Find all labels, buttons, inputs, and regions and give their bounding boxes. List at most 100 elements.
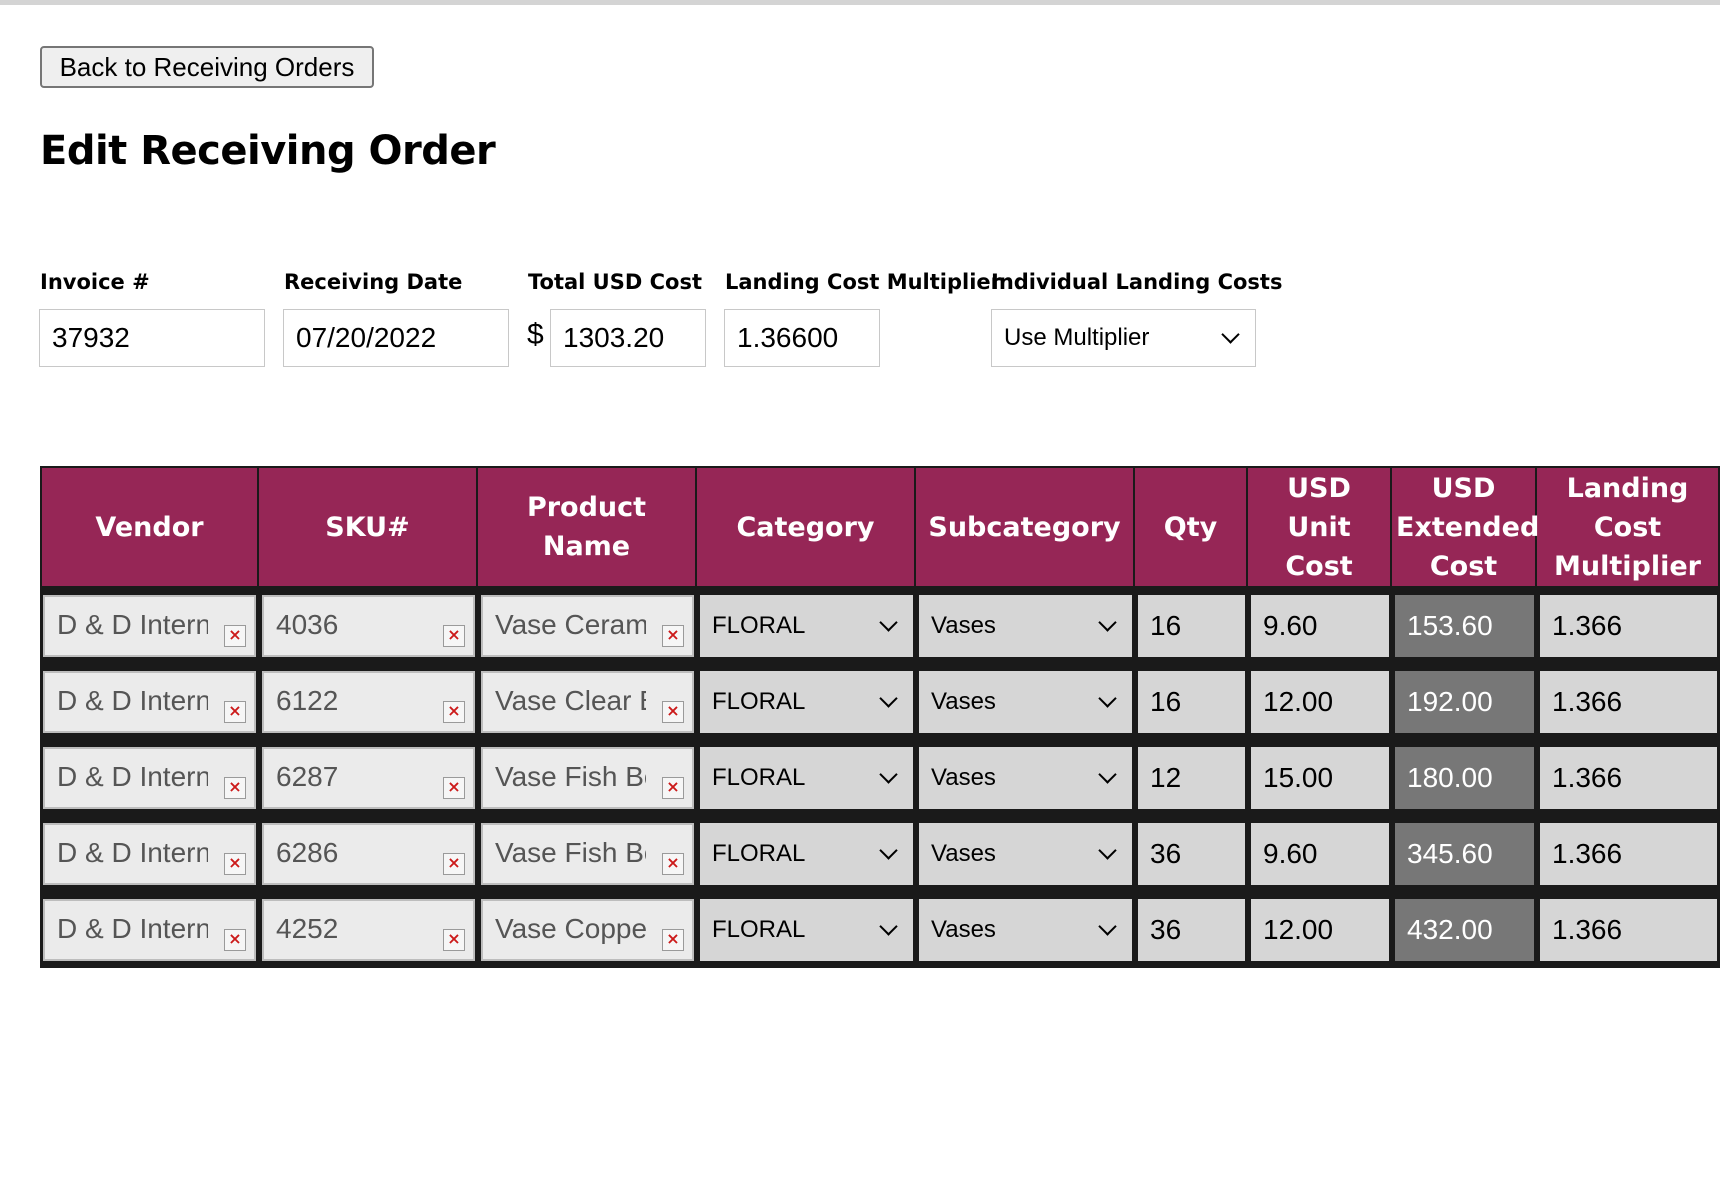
clear-icon[interactable]: × (443, 853, 465, 875)
product-value: Vase Clear Bowl (495, 685, 646, 716)
unit-cost-input[interactable]: 15.00 (1251, 747, 1389, 809)
multiplier-input[interactable]: 1.366 (1540, 671, 1717, 733)
individual-landing-costs-select[interactable]: Use Multiplier (991, 309, 1256, 367)
chevron-down-icon (879, 688, 898, 708)
extended-cost-value: 180.00 (1395, 747, 1534, 809)
column-header-usd-extended-cost: USD Extended Cost (1392, 466, 1539, 588)
qty-input[interactable]: 36 (1138, 899, 1245, 961)
subcategory-select[interactable]: Vases (919, 595, 1132, 657)
column-header-sku: SKU# (259, 466, 478, 588)
total-usd-cost-label: Total USD Cost (528, 270, 702, 294)
product-cell: Vase Copper × (478, 892, 697, 968)
sku-value: 6287 (276, 761, 339, 792)
total-usd-cost-input[interactable] (550, 309, 706, 367)
unit-cost-cell: 12.00 (1248, 892, 1392, 968)
product-name-combobox[interactable]: Vase Copper × (481, 899, 694, 961)
category-value: FLORAL (712, 916, 806, 943)
top-divider (0, 0, 1720, 5)
clear-icon[interactable]: × (443, 929, 465, 951)
subcategory-select[interactable]: Vases (919, 671, 1132, 733)
individual-landing-costs-label: Individual Landing Costs (991, 270, 1283, 294)
clear-icon[interactable]: × (662, 701, 684, 723)
chevron-down-icon (1098, 840, 1117, 860)
clear-icon[interactable]: × (662, 853, 684, 875)
category-select[interactable]: FLORAL (700, 747, 913, 809)
vendor-combobox[interactable]: D & D International × (43, 671, 256, 733)
sku-value: 4036 (276, 609, 339, 640)
unit-cost-input[interactable]: 12.00 (1251, 899, 1389, 961)
unit-cost-cell: 9.60 (1248, 588, 1392, 664)
unit-cost-input[interactable]: 12.00 (1251, 671, 1389, 733)
chevron-down-icon (1221, 324, 1240, 344)
product-name-combobox[interactable]: Vase Fish Bowl × (481, 823, 694, 885)
chevron-down-icon (1098, 612, 1117, 632)
sku-combobox[interactable]: 4252 × (262, 899, 475, 961)
product-value: Vase Copper (495, 913, 646, 944)
clear-icon[interactable]: × (224, 701, 246, 723)
chevron-down-icon (1098, 764, 1117, 784)
unit-cost-input[interactable]: 9.60 (1251, 595, 1389, 657)
unit-cost-input[interactable]: 9.60 (1251, 823, 1389, 885)
clear-icon[interactable]: × (662, 929, 684, 951)
clear-icon[interactable]: × (443, 777, 465, 799)
product-name-combobox[interactable]: Vase Clear Bowl × (481, 671, 694, 733)
column-header-subcategory: Subcategory (916, 466, 1135, 588)
subcategory-cell: Vases (916, 816, 1135, 892)
clear-icon[interactable]: × (662, 625, 684, 647)
qty-input[interactable]: 36 (1138, 823, 1245, 885)
multiplier-input[interactable]: 1.366 (1540, 899, 1717, 961)
invoice-input[interactable] (39, 309, 265, 367)
qty-input[interactable]: 16 (1138, 595, 1245, 657)
category-select[interactable]: FLORAL (700, 671, 913, 733)
back-to-receiving-orders-button[interactable]: Back to Receiving Orders (40, 46, 374, 88)
multiplier-input[interactable]: 1.366 (1540, 823, 1717, 885)
category-cell: FLORAL (697, 892, 916, 968)
sku-combobox[interactable]: 4036 × (262, 595, 475, 657)
category-select[interactable]: FLORAL (700, 595, 913, 657)
table-row: D & D International × 4036 × Vase Ceramic × FL… (40, 588, 1720, 664)
multiplier-input[interactable]: 1.366 (1540, 595, 1717, 657)
subcategory-select[interactable]: Vases (919, 899, 1132, 961)
category-select[interactable]: FLORAL (700, 899, 913, 961)
sku-combobox[interactable]: 6122 × (262, 671, 475, 733)
category-cell: FLORAL (697, 664, 916, 740)
qty-input[interactable]: 16 (1138, 671, 1245, 733)
clear-icon[interactable]: × (224, 853, 246, 875)
qty-input[interactable]: 12 (1138, 747, 1245, 809)
product-name-combobox[interactable]: Vase Ceramic × (481, 595, 694, 657)
sku-cell: 6286 × (259, 816, 478, 892)
table-row: D & D International×6122×Vase Clear Bowl… (40, 664, 1720, 740)
qty-cell: 16 (1135, 588, 1248, 664)
table-row: D & D International × 4252 × Vase Copper × FLO… (40, 892, 1720, 968)
vendor-combobox[interactable]: D & D International × (43, 899, 256, 961)
subcategory-select[interactable]: Vases (919, 823, 1132, 885)
category-value: FLORAL (712, 764, 806, 791)
sku-combobox[interactable]: 6287 × (262, 747, 475, 809)
column-header-landing-cost-multiplier: Landing Cost Multiplier (1537, 466, 1720, 588)
clear-icon[interactable]: × (443, 625, 465, 647)
clear-icon[interactable]: × (224, 625, 246, 647)
vendor-value: D & D International (57, 837, 208, 868)
receiving-date-input[interactable] (283, 309, 509, 367)
clear-icon[interactable]: × (662, 777, 684, 799)
product-cell: Vase Clear Bowl × (478, 664, 697, 740)
multiplier-input[interactable]: 1.366 (1540, 747, 1717, 809)
subcategory-select[interactable]: Vases (919, 747, 1132, 809)
vendor-combobox[interactable]: D & D International × (43, 747, 256, 809)
clear-icon[interactable]: × (224, 929, 246, 951)
qty-cell: 36 (1135, 892, 1248, 968)
vendor-value: D & D International (57, 761, 208, 792)
table-row: D & D International × 6287 × Vase Fish Bowl ×… (40, 740, 1720, 816)
clear-icon[interactable]: × (443, 701, 465, 723)
category-select[interactable]: FLORAL (700, 823, 913, 885)
sku-combobox[interactable]: 6286 × (262, 823, 475, 885)
vendor-combobox[interactable]: D & D International × (43, 595, 256, 657)
sku-value: 6122 (276, 685, 339, 716)
product-name-combobox[interactable]: Vase Fish Bowl × (481, 747, 694, 809)
clear-icon[interactable]: × (224, 777, 246, 799)
category-cell: FLORAL (697, 588, 916, 664)
subcategory-value: Vases (931, 688, 996, 715)
landing-cost-multiplier-input[interactable] (724, 309, 880, 367)
vendor-combobox[interactable]: D & D International × (43, 823, 256, 885)
